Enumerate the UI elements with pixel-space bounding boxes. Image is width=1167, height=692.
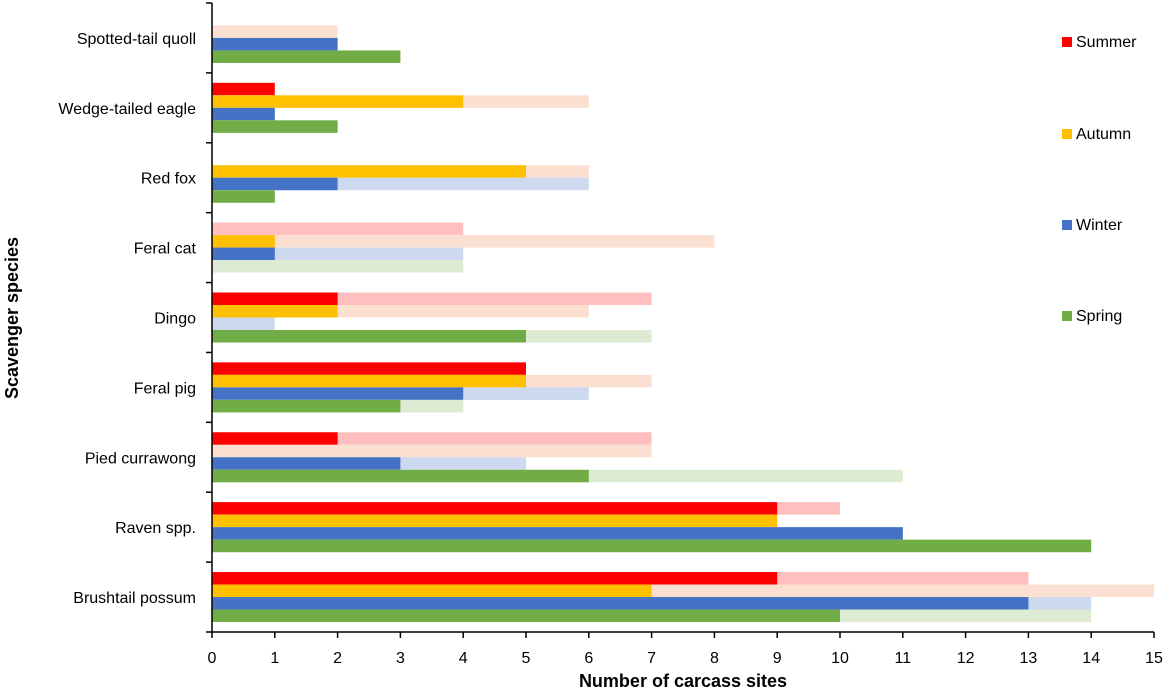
category-label: Pied currawong <box>85 450 196 467</box>
bar-spring <box>212 609 840 623</box>
legend-swatch-autumn <box>1062 129 1072 139</box>
bar-autumn <box>212 514 778 528</box>
category-label: Red fox <box>141 171 196 188</box>
legend-swatch-summer <box>1062 37 1072 47</box>
bar-winter <box>212 37 338 51</box>
axes-group: Spotted-tail quoll Wedge-tailed eagle Red … <box>58 2 1163 667</box>
bar-summer <box>212 572 778 585</box>
category-label: Feral pig <box>134 380 196 397</box>
bar-summer <box>212 502 778 515</box>
bar-light-autumn <box>212 235 715 248</box>
x-tick-label: 9 <box>773 650 782 667</box>
x-tick-label: 1 <box>270 650 279 667</box>
legend: Summer Autumn Winter Spring <box>1062 34 1137 325</box>
x-tick-label: 7 <box>647 650 656 667</box>
bar-winter <box>212 457 401 470</box>
bar-spring <box>212 469 589 483</box>
legend-swatch-spring <box>1062 311 1072 321</box>
category-label: Raven spp. <box>115 520 196 537</box>
legend-swatch-winter <box>1062 220 1072 230</box>
x-tick-label: 2 <box>333 650 342 667</box>
bar-light-spring <box>212 260 464 273</box>
bar-winter <box>212 177 338 191</box>
bar-spring <box>212 120 338 133</box>
bar-summer <box>212 432 338 445</box>
bar-winter <box>212 597 1029 610</box>
bar-autumn <box>212 95 464 108</box>
bar-autumn <box>212 584 652 598</box>
x-tick-label: 6 <box>584 650 593 667</box>
x-tick-label: 8 <box>710 650 719 667</box>
category-label: Feral cat <box>134 241 197 258</box>
legend-label-autumn: Autumn <box>1076 126 1131 143</box>
bar-light-autumn <box>212 25 338 38</box>
y-axis-title: Scavenger species <box>2 237 22 399</box>
bar-winter <box>212 527 903 540</box>
bar-winter <box>212 387 464 400</box>
legend-label-winter: Winter <box>1076 217 1123 234</box>
x-tick-label: 5 <box>522 650 531 667</box>
bar-autumn <box>212 374 526 388</box>
bar-spring <box>212 190 275 203</box>
x-tick-label: 0 <box>208 650 217 667</box>
legend-label-summer: Summer <box>1076 34 1137 51</box>
bars-group <box>212 25 1154 623</box>
bar-spring <box>212 50 401 63</box>
x-tick-label: 15 <box>1145 650 1163 667</box>
x-tick-label: 13 <box>1020 650 1038 667</box>
bar-light-summer <box>212 222 464 236</box>
x-axis-title: Number of carcass sites <box>579 671 787 691</box>
bar-autumn <box>212 305 338 318</box>
x-tick-label: 11 <box>894 650 911 667</box>
bar-summer <box>212 292 338 305</box>
bar-winter <box>212 247 275 261</box>
bar-winter <box>212 107 275 121</box>
x-tick-label: 10 <box>831 650 849 667</box>
category-label: Dingo <box>154 311 196 328</box>
x-tick-label: 12 <box>957 650 975 667</box>
bar-light-autumn <box>212 444 652 458</box>
category-label: Brushtail possum <box>73 590 196 607</box>
bar-spring <box>212 539 1092 553</box>
x-tick-label: 3 <box>396 650 405 667</box>
bar-autumn <box>212 165 526 178</box>
bar-light-winter <box>212 317 275 330</box>
bar-summer <box>212 362 526 375</box>
legend-label-spring: Spring <box>1076 308 1122 325</box>
x-tick-label: 4 <box>459 650 468 667</box>
x-tick-label: 14 <box>1082 650 1100 667</box>
category-label: Spotted-tail quoll <box>77 31 196 48</box>
bar-autumn <box>212 235 275 248</box>
category-label: Wedge-tailed eagle <box>58 101 196 118</box>
bar-summer <box>212 82 275 96</box>
bar-spring <box>212 330 526 343</box>
bar-spring <box>212 399 401 413</box>
